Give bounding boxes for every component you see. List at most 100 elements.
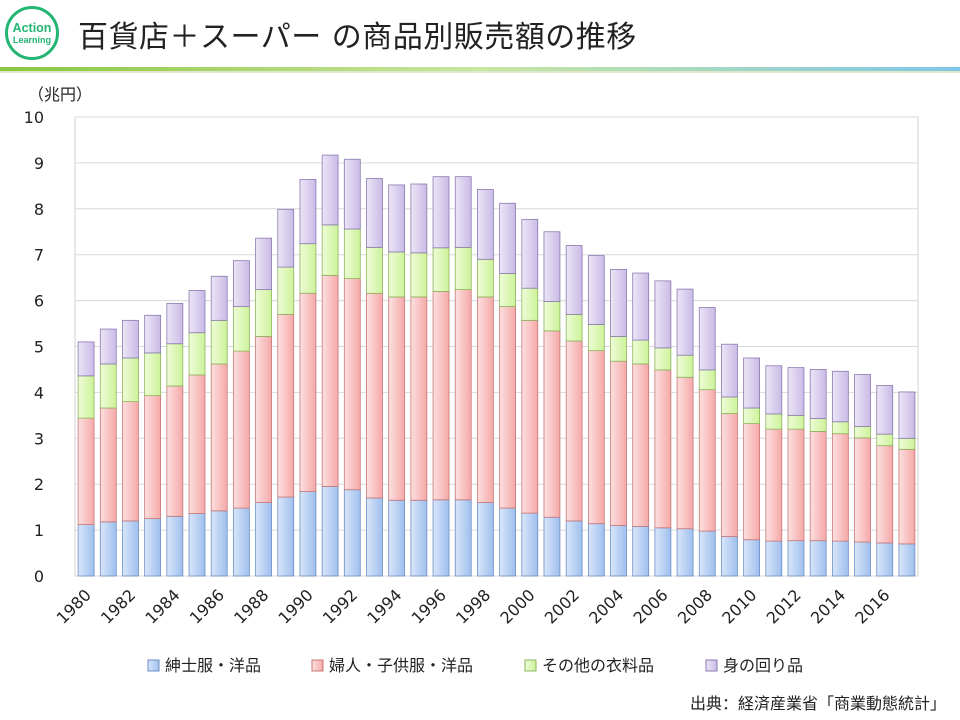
bar-segment [366,292,383,499]
x-tick-label: 1984 [141,585,183,627]
y-tick-label: 8 [34,200,44,219]
bar-segment [831,433,849,542]
bar-segment [277,208,295,268]
bar-segment [809,540,827,577]
bar-segment [410,499,428,577]
bar-segment [565,313,583,342]
bar-segment [543,231,561,302]
bar-segment [410,183,428,254]
bar-segment [77,524,95,577]
bar-segment [765,413,783,430]
bar-segment [898,437,916,450]
bar-segment [166,385,184,517]
bar-segment [122,401,139,522]
bar-segment [676,528,694,577]
x-tick-label: 1988 [230,585,272,627]
bar-segment [743,407,761,425]
x-tick-label: 1990 [275,585,317,627]
bar-segment [743,539,761,577]
bar-segment [654,280,672,349]
bar-segment [743,357,761,409]
bar-segment [343,278,361,491]
bar-segment [876,445,894,544]
bar-segment [144,314,162,354]
bar-segment [321,154,339,226]
bar-segment [166,302,184,345]
bar-segment [898,448,916,545]
logo-line-2: Learning [13,35,51,45]
bar-segment [388,184,406,253]
bar-segment [277,313,295,498]
bar-segment [232,260,250,307]
x-tick-label: 1982 [97,585,139,627]
legend-label-mens: 紳士服・洋品 [165,656,261,675]
bar-segment [654,369,672,529]
bars [77,154,916,577]
bar-segment [454,499,472,577]
y-tick-label: 3 [34,429,44,448]
bar-segment [122,319,139,359]
bar-segment [255,289,272,337]
bar-segment [610,525,627,577]
x-tick-label: 2012 [763,585,805,627]
bar-segment [809,369,827,419]
source-note: 出典：経済産業省「商業動態統計」 [689,694,946,713]
legend-label-accessories: 身の回り品 [723,656,803,675]
bar-segment [698,369,716,391]
bar-segment [388,251,406,298]
x-tick-label: 1980 [53,585,95,627]
bar-segment [299,179,317,245]
y-tick-label: 1 [34,521,44,540]
bar-segment [299,292,317,492]
page-title: 百貨店＋スーパー の商品別販売額の推移 [78,20,637,55]
bar-segment [898,391,916,439]
legend-item-mens: 紳士服・洋品 [147,656,261,675]
bar-segment [721,343,738,398]
y-tick-label: 4 [34,383,44,402]
legend: 紳士服・洋品 婦人・子供服・洋品 その他の衣料品 身の回り品 [147,656,803,675]
bar-segment [765,428,783,542]
bar-segment [410,296,428,501]
bar-segment [388,296,406,501]
legend-swatch-mens [147,659,160,672]
y-tick-label: 5 [34,338,44,357]
bar-segment [210,510,228,577]
bar-segment [676,376,694,530]
bar-segment [787,367,805,416]
bar-segment [698,389,716,532]
bar-segment [277,266,295,315]
bar-segment [632,272,650,341]
bar-segment [321,274,339,487]
action-learning-logo: Action Learning [5,6,59,60]
bar-segment [587,350,605,525]
bar-segment [565,520,583,577]
bar-segment [99,521,117,577]
bar-segment [787,540,805,577]
bar-segment [144,395,162,520]
bar-segment [787,414,805,430]
legend-label-other-clothing: その他の衣料品 [542,656,654,675]
bar-segment [543,301,561,332]
x-tick-label: 2002 [541,585,583,627]
bar-segment [388,499,406,577]
bar-segment [565,340,583,522]
y-tick-label: 10 [24,108,44,127]
x-tick-label: 2004 [585,585,627,627]
bar-segment [99,407,117,523]
bar-segment [676,354,694,378]
y-tick-label: 0 [34,567,44,586]
y-tick-label: 7 [34,246,44,265]
x-tick-label: 1994 [363,585,405,627]
bar-segment [188,332,206,376]
bar-segment [876,542,894,577]
title-underline [0,67,960,73]
bar-segment [610,360,627,526]
x-tick-label: 2016 [851,585,893,627]
legend-item-accessories: 身の回り品 [705,656,803,675]
bar-segment [343,228,361,279]
bar-segment [232,507,250,577]
y-tick-label: 2 [34,475,44,494]
bar-segment [499,306,516,509]
bar-segment [543,330,561,518]
bar-segment [632,526,650,577]
